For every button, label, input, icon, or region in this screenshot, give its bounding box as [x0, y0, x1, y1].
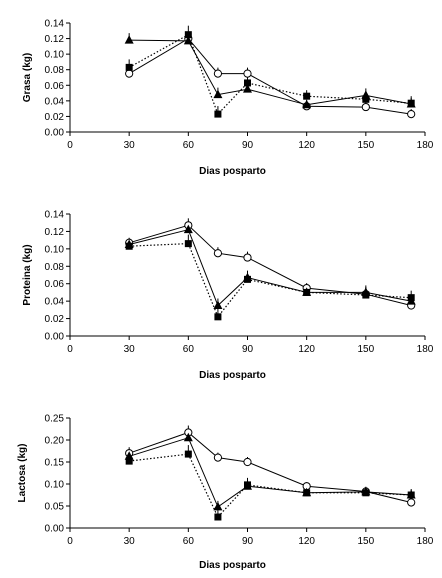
data-point-square	[362, 291, 370, 299]
y-axis-title: Grasa (kg)	[22, 53, 33, 102]
data-point-square	[407, 99, 415, 107]
data-point-square	[303, 288, 311, 296]
data-point-square	[244, 481, 251, 489]
data-point-triangle	[213, 300, 223, 309]
y-tick-label: 0.14	[45, 19, 65, 30]
y-tick-label: 0.00	[45, 128, 65, 139]
x-axis-title: Dias posparto	[199, 370, 266, 381]
series-line-3	[129, 453, 412, 519]
data-point-circle	[407, 498, 416, 507]
y-tick-label: 0.10	[45, 480, 65, 491]
data-point-circle	[213, 453, 223, 462]
data-point-triangle	[213, 501, 223, 511]
x-tick-label: 150	[357, 344, 374, 355]
x-tick-label: 150	[357, 140, 374, 151]
x-tick-label: 180	[417, 536, 434, 547]
series-line-2	[129, 39, 412, 106]
y-tick-label: 0.15	[45, 458, 65, 469]
x-axis-title: Dias posparto	[199, 560, 266, 571]
chart-panel-1: 0.00 0.02 0.04 0.06 0.08 0.10 0.12 0.14 0 30 60 90 1…	[22, 19, 434, 178]
data-point-square	[407, 294, 415, 302]
data-point-triangle	[243, 84, 252, 93]
y-tick-label: 0.06	[45, 81, 65, 92]
data-point-circle	[243, 69, 252, 78]
y-tick-label: 0.25	[45, 414, 65, 425]
data-point-circle	[213, 249, 223, 258]
y-tick-label: 0.04	[45, 297, 65, 308]
data-point-square	[125, 63, 133, 71]
y-tick-label: 0.08	[45, 65, 65, 76]
data-point-triangle	[183, 35, 193, 45]
data-point-square	[184, 450, 192, 458]
data-point-square	[184, 31, 192, 39]
y-tick-label: 0.12	[45, 34, 65, 45]
data-point-circle	[407, 109, 416, 119]
data-point-triangle	[183, 224, 193, 234]
y-tick-label: 0.14	[45, 210, 65, 221]
data-point-square	[214, 313, 222, 321]
y-tick-label: 0.00	[45, 524, 65, 535]
data-point-square	[244, 275, 251, 283]
data-point-triangle	[302, 99, 312, 109]
data-point-square	[244, 79, 251, 87]
x-tick-label: 60	[183, 344, 195, 355]
data-point-square	[362, 489, 370, 497]
y-tick-label: 0.08	[45, 262, 65, 273]
x-tick-label: 90	[242, 140, 254, 151]
y-tick-label: 0.04	[45, 96, 65, 107]
y-tick-label: 0.05	[45, 502, 65, 513]
y-tick-label: 0.02	[45, 314, 65, 325]
data-point-triangle	[183, 432, 193, 442]
y-tick-label: 0.10	[45, 244, 65, 255]
data-point-triangle	[124, 35, 134, 44]
chart-panel-3: 0.00 0.05 0.10 0.15 0.20 0.25 0 30 60 90 120 150 180…	[17, 414, 434, 572]
y-tick-label: 0.20	[45, 436, 65, 447]
data-point-square	[303, 92, 311, 100]
y-tick-label: 0.06	[45, 279, 65, 290]
x-tick-label: 60	[183, 536, 195, 547]
x-tick-label: 120	[298, 536, 315, 547]
data-point-circle	[213, 69, 223, 78]
x-tick-label: 180	[417, 140, 434, 151]
x-tick-label: 90	[242, 536, 254, 547]
y-tick-label: 0.00	[45, 332, 65, 343]
data-point-square	[214, 513, 222, 521]
x-tick-label: 180	[417, 344, 434, 355]
data-point-circle	[243, 253, 252, 262]
x-tick-label: 30	[124, 536, 136, 547]
data-point-square	[303, 489, 311, 497]
series-line-3	[129, 242, 412, 318]
data-point-circle	[125, 69, 134, 78]
y-axis-title: Proteina (kg)	[22, 244, 33, 305]
y-tick-label: 0.12	[45, 227, 65, 238]
data-point-square	[125, 457, 133, 465]
y-tick-label: 0.10	[45, 50, 65, 61]
y-axis-title: Lactosa (kg)	[17, 444, 28, 503]
x-axis-title: Dias posparto	[199, 166, 266, 177]
x-tick-label: 0	[67, 536, 73, 547]
data-point-square	[125, 242, 133, 250]
x-tick-label: 0	[67, 140, 73, 151]
series-line-2	[129, 437, 412, 508]
chart-panel-2: 0.00 0.02 0.04 0.06 0.08 0.10 0.12 0.14 0 30 60 90 1…	[22, 210, 434, 382]
data-point-circle	[243, 457, 252, 467]
x-tick-label: 150	[357, 536, 374, 547]
data-point-triangle	[213, 89, 223, 99]
x-tick-label: 30	[124, 140, 136, 151]
data-point-square	[214, 110, 222, 118]
x-tick-label: 90	[242, 344, 254, 355]
data-point-circle	[361, 102, 370, 112]
x-tick-label: 30	[124, 344, 136, 355]
x-tick-label: 60	[183, 140, 195, 151]
x-tick-label: 120	[298, 140, 315, 151]
y-tick-label: 0.02	[45, 112, 65, 123]
x-tick-label: 0	[67, 344, 73, 355]
data-point-square	[407, 491, 415, 499]
x-tick-label: 120	[298, 344, 315, 355]
data-point-square	[184, 240, 192, 248]
data-point-square	[362, 95, 370, 103]
